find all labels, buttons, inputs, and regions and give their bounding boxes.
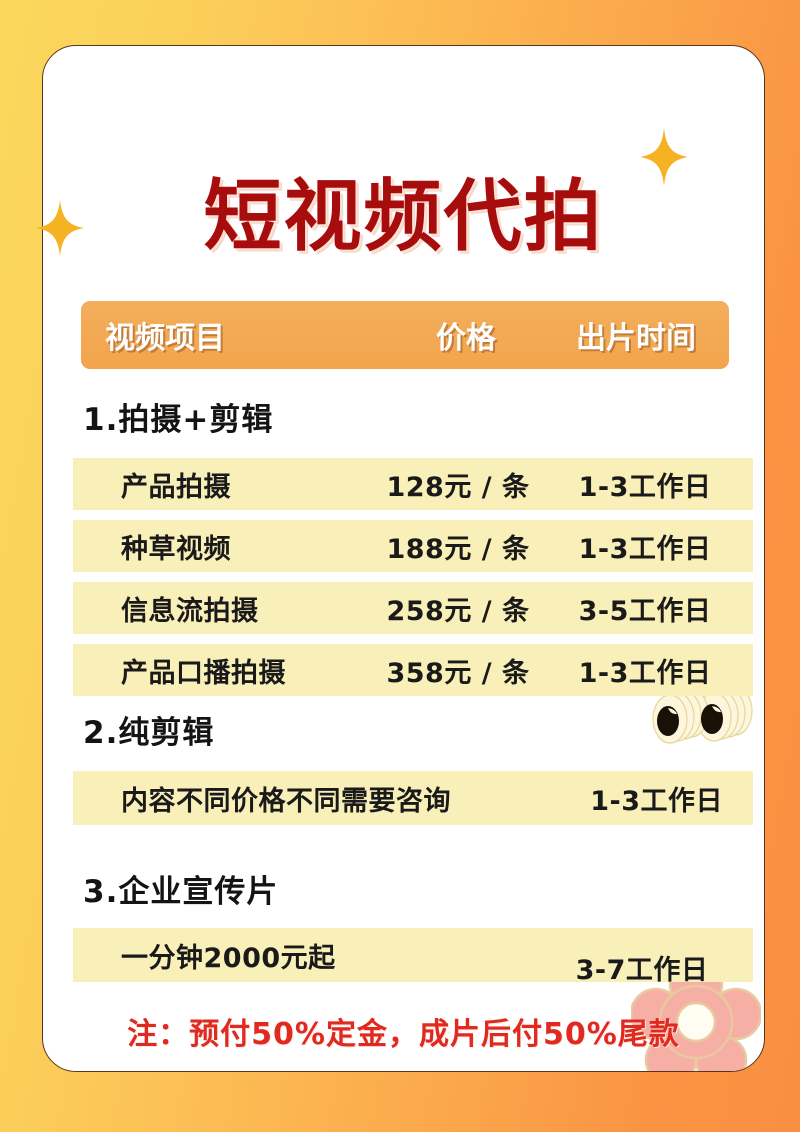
row-time-value: 1-3工作日 bbox=[590, 785, 723, 817]
column-header-item: 视频项目 bbox=[105, 321, 225, 356]
row-price-value: 358元 / 条 bbox=[386, 657, 530, 689]
section-heading-pure-edit: 2.纯剪辑 bbox=[83, 715, 215, 751]
column-header-time: 出片时间 bbox=[576, 321, 696, 356]
row-time-value: 1-3工作日 bbox=[578, 657, 712, 689]
row-time-value: 1-3工作日 bbox=[578, 471, 712, 503]
row-item-label: 内容不同价格不同需要咨询 bbox=[121, 785, 451, 817]
table-row: 产品口播拍摄 358元 / 条 1-3工作日 bbox=[73, 644, 753, 696]
row-item-label: 信息流拍摄 bbox=[121, 595, 259, 627]
column-header-price: 价格 bbox=[436, 321, 496, 356]
row-item-label: 产品口播拍摄 bbox=[121, 657, 286, 689]
row-item-label: 产品拍摄 bbox=[121, 471, 231, 503]
poster-card: 短视频代拍 视频项目 价格 出片时间 1.拍摄+剪辑 产品拍摄 128元 / 条… bbox=[42, 45, 765, 1072]
row-item-label: 一分钟2000元起 bbox=[121, 942, 336, 974]
table-row: 产品拍摄 128元 / 条 1-3工作日 bbox=[73, 458, 753, 510]
table-column-header: 视频项目 价格 出片时间 bbox=[81, 301, 729, 369]
table-row: 一分钟2000元起 3-7工作日 bbox=[73, 928, 753, 986]
row-item-label: 种草视频 bbox=[121, 533, 231, 565]
row-time-value: 1-3工作日 bbox=[578, 533, 712, 565]
footer-note: 注：预付50%定金，成片后付50%尾款 bbox=[127, 1017, 680, 1052]
row-price-value: 128元 / 条 bbox=[386, 471, 530, 503]
table-row: 内容不同价格不同需要咨询 1-3工作日 bbox=[73, 771, 753, 825]
section-heading-corporate-film: 3.企业宣传片 bbox=[83, 874, 279, 910]
row-time-value: 3-5工作日 bbox=[578, 595, 712, 627]
eyes-doodle-icon bbox=[639, 681, 759, 761]
section-heading-shoot-edit: 1.拍摄+剪辑 bbox=[83, 402, 274, 438]
table-row: 信息流拍摄 258元 / 条 3-5工作日 bbox=[73, 582, 753, 634]
row-time-value: 3-7工作日 bbox=[575, 954, 709, 986]
page-title: 短视频代拍 bbox=[203, 172, 604, 262]
row-price-value: 188元 / 条 bbox=[386, 533, 530, 565]
table-row: 种草视频 188元 / 条 1-3工作日 bbox=[73, 520, 753, 572]
row-price-value: 258元 / 条 bbox=[386, 595, 530, 627]
